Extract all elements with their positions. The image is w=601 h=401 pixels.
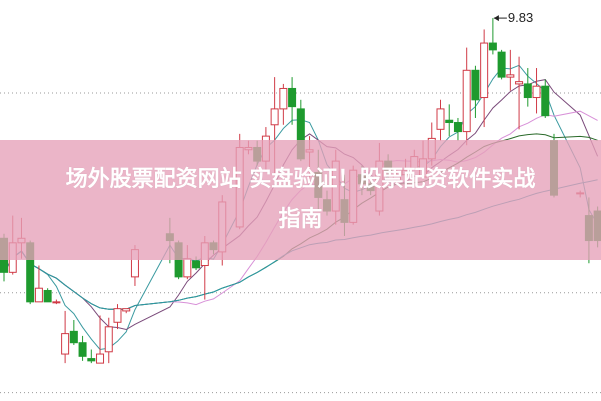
gridlines [0,92,601,394]
candle [445,104,454,137]
candle-body [532,85,541,99]
high-annotation-arrow [493,15,507,22]
candle-body [506,74,515,78]
candle-body [113,308,122,323]
candle [78,335,87,361]
candle-body [488,42,497,51]
candle [104,317,113,364]
banner-line-2: 指南 [278,207,323,232]
candle [497,49,506,80]
promo-banner-text: 场外股票配资网站 实盘验证！股票配资软件实战 指南 [0,160,601,240]
candle-body [288,87,297,108]
candle-body [270,108,279,126]
candle [34,265,43,303]
candle [515,56,524,130]
candle-body [34,287,43,303]
candle [523,68,532,107]
promo-banner [0,140,601,260]
candle-body [523,83,532,99]
candle [436,99,445,141]
candle [122,308,131,314]
high-price-label: 9.83 [507,10,534,26]
ma10-line [3,79,599,331]
candle-body [497,51,506,78]
candle [61,310,70,364]
candle [113,304,122,330]
candle-body [78,342,87,357]
candle [532,68,541,114]
candle [43,288,52,303]
candle-body [541,85,550,117]
candle [288,77,297,125]
candle [96,315,105,364]
candle-body [87,358,96,362]
candle [462,47,471,146]
candle [480,29,489,128]
candle [453,117,462,141]
candle-body [96,353,105,364]
candle-body [453,122,462,133]
candle-body [279,87,288,110]
candle-body [52,301,61,304]
candle-body [122,308,131,312]
candle [279,83,288,125]
candle-body [462,69,471,133]
arrow-head-icon [493,15,499,22]
candle-body [515,81,524,85]
candle-body [192,260,201,269]
ma5-line [3,64,599,351]
candle-body [61,333,70,355]
candle [52,299,61,305]
candle-body [43,289,52,303]
candle [471,65,480,118]
candle-body [183,258,192,278]
candle [541,79,550,118]
candle [488,18,497,55]
candle [506,49,515,91]
candle-body [436,108,445,130]
banner-line-1: 场外股票配资网站 实盘验证！股票配资软件实战 [65,167,536,192]
candle [69,320,78,345]
candle [87,349,96,364]
candle-body [471,69,480,101]
candle-body [480,42,489,99]
candle-body [69,330,78,344]
candle-body [104,326,113,353]
candle-body [445,119,454,124]
